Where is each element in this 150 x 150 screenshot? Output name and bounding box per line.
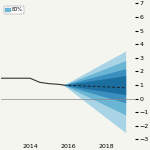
Legend: 80%: 80% [4, 6, 24, 14]
